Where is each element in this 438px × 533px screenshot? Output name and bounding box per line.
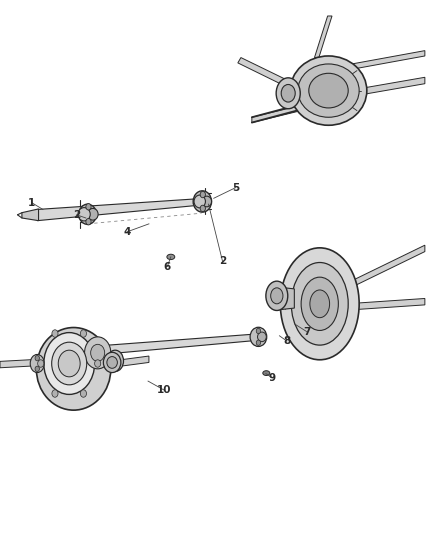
Text: 5: 5 [232,183,239,192]
Polygon shape [346,51,425,70]
Polygon shape [275,287,294,310]
Text: 2: 2 [73,210,80,220]
Polygon shape [348,77,425,97]
Polygon shape [238,58,298,91]
Text: 10: 10 [157,385,172,395]
Ellipse shape [310,290,330,318]
Ellipse shape [258,332,266,342]
Ellipse shape [107,350,124,372]
Polygon shape [0,359,39,368]
Ellipse shape [298,64,359,117]
Ellipse shape [194,195,205,208]
Ellipse shape [301,277,338,330]
Circle shape [200,205,205,212]
Circle shape [200,191,205,198]
Text: 7: 7 [303,327,310,336]
Ellipse shape [276,78,300,109]
Circle shape [52,330,58,337]
Polygon shape [342,245,425,292]
Circle shape [95,360,101,367]
Ellipse shape [79,204,96,224]
Ellipse shape [309,74,348,108]
Circle shape [81,330,87,337]
Circle shape [91,344,105,361]
Ellipse shape [281,84,295,102]
Text: 8: 8 [283,336,290,346]
Circle shape [35,366,39,372]
Ellipse shape [290,56,367,125]
Text: 9: 9 [269,373,276,383]
Text: 2: 2 [219,256,226,266]
Text: 4: 4 [124,227,131,237]
Circle shape [58,350,80,377]
Ellipse shape [30,354,44,373]
Text: 1: 1 [28,198,35,207]
Circle shape [86,204,91,210]
Ellipse shape [291,263,348,345]
Ellipse shape [36,327,111,410]
Ellipse shape [78,207,90,221]
Polygon shape [314,16,332,58]
Circle shape [86,219,91,225]
Circle shape [256,340,261,345]
Ellipse shape [88,208,98,220]
Polygon shape [37,198,205,221]
Polygon shape [48,334,261,359]
Circle shape [35,356,39,361]
Circle shape [52,390,58,397]
Circle shape [256,328,261,334]
Ellipse shape [280,248,359,360]
Polygon shape [101,356,149,369]
Ellipse shape [250,327,267,346]
Polygon shape [346,298,425,310]
Polygon shape [252,105,302,123]
Ellipse shape [202,196,212,207]
Circle shape [38,360,44,367]
Ellipse shape [266,281,288,310]
Ellipse shape [271,288,283,304]
Text: 6: 6 [164,262,171,271]
Circle shape [44,333,95,394]
Circle shape [81,390,87,397]
Ellipse shape [263,371,270,375]
Ellipse shape [107,357,117,368]
Ellipse shape [193,191,212,212]
Circle shape [52,342,87,385]
Polygon shape [22,209,39,221]
Ellipse shape [167,254,175,260]
Circle shape [85,337,111,369]
Ellipse shape [103,352,121,373]
